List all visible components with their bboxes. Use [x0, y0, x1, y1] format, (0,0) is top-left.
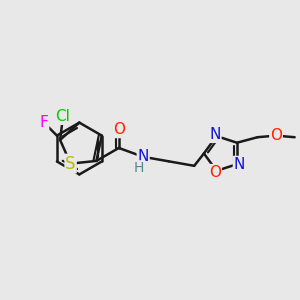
Text: O: O	[270, 128, 282, 143]
Text: H: H	[134, 161, 144, 175]
Text: Cl: Cl	[56, 109, 70, 124]
Text: S: S	[65, 154, 76, 172]
Text: N: N	[137, 149, 149, 164]
Text: O: O	[209, 165, 221, 180]
Text: N: N	[209, 127, 221, 142]
Text: N: N	[234, 157, 245, 172]
Text: F: F	[40, 115, 48, 130]
Text: O: O	[113, 122, 125, 137]
